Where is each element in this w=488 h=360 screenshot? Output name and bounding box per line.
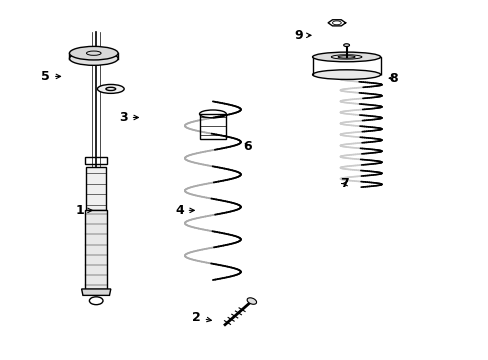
Text: 6: 6 [243,140,251,153]
Ellipse shape [343,44,349,46]
Text: 7: 7 [340,177,348,190]
Polygon shape [86,167,106,210]
Ellipse shape [312,70,380,80]
Text: 1: 1 [75,204,92,217]
Text: 8: 8 [388,72,397,85]
Text: 5: 5 [41,70,61,83]
Ellipse shape [312,52,380,62]
Polygon shape [81,289,111,296]
Text: 4: 4 [175,204,194,217]
Text: 3: 3 [119,111,138,124]
Ellipse shape [69,52,118,65]
Ellipse shape [97,85,124,93]
Text: 9: 9 [294,29,310,42]
Ellipse shape [69,46,118,60]
Ellipse shape [246,298,256,304]
Polygon shape [85,210,107,289]
Text: 2: 2 [192,311,211,324]
